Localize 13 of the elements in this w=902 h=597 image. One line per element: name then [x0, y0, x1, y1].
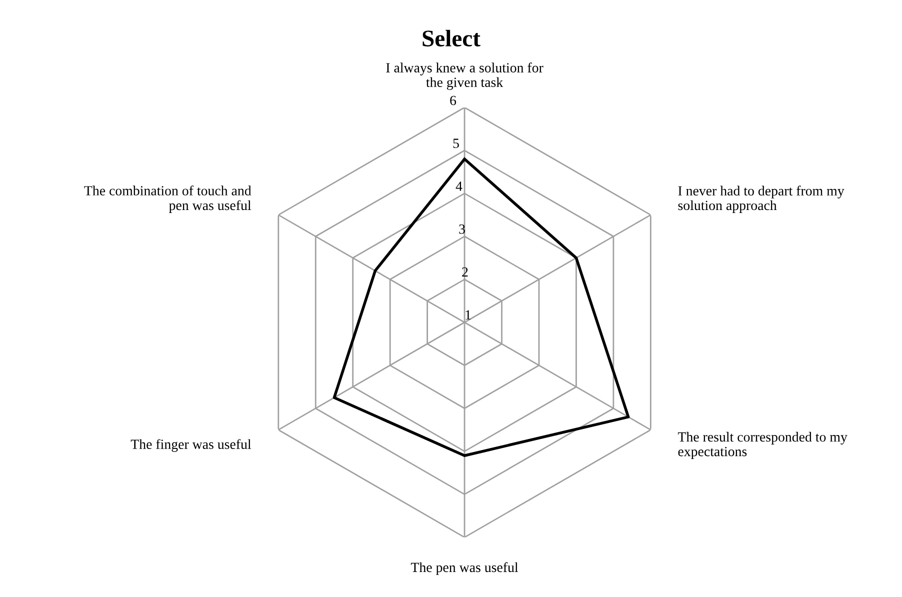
y-tick-label: 2: [462, 267, 468, 277]
y-tick-label: 5: [453, 138, 459, 148]
spoke-label: The result corresponded to my expectations: [678, 432, 848, 460]
spoke-label: I never had to depart from my solution approach: [678, 186, 844, 213]
spoke-label: The pen was useful: [410, 562, 518, 575]
spoke-label: The finger was useful: [130, 439, 252, 452]
y-tick-label: 6: [450, 96, 456, 106]
y-tick-label: 4: [456, 182, 462, 191]
y-tick-label: 3: [459, 224, 465, 234]
y-tick-label: 1: [466, 310, 471, 320]
chart-title: Select: [422, 30, 480, 46]
spoke-label: I always knew a solution for the given task: [386, 62, 544, 90]
spoke-label: The combination of touch and pen was useful: [84, 186, 252, 213]
